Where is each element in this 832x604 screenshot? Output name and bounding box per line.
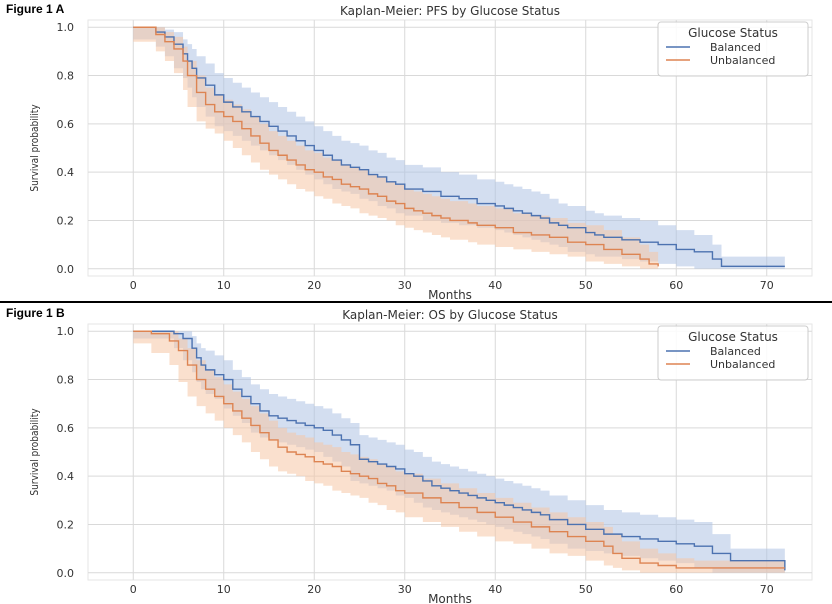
y-tick-label: 0.8 — [57, 374, 75, 387]
y-axis-label: Survival probability — [29, 104, 41, 191]
pfs-chart: Kaplan-Meier: PFS by Glucose Status 0 10 20… — [29, 4, 813, 300]
x-tick-label: 70 — [760, 279, 774, 292]
chart-title: Kaplan-Meier: PFS by Glucose Status — [340, 4, 560, 18]
y-tick-label: 0.6 — [57, 422, 75, 435]
x-tick-label: 20 — [307, 279, 321, 292]
y-tick-label: 0.8 — [57, 70, 75, 83]
x-axis-label: Months — [428, 592, 472, 604]
figure-1a-label: Figure 1 A — [6, 2, 65, 16]
x-tick-label: 0 — [130, 279, 137, 292]
legend-title: Glucose Status — [688, 330, 778, 344]
y-tick-label: 1.0 — [57, 325, 75, 338]
unbalanced-ci-band — [133, 27, 659, 269]
x-tick-label: 10 — [217, 279, 231, 292]
y-tick-label: 1.0 — [57, 21, 75, 34]
x-tick-label: 0 — [130, 583, 137, 596]
legend-entry-unbalanced: Unbalanced — [710, 358, 775, 371]
x-tick-label: 50 — [579, 583, 593, 596]
y-axis-label: Survival probability — [29, 408, 41, 495]
x-tick-label: 40 — [488, 279, 502, 292]
os-chart: Kaplan-Meier: OS by Glucose Status 0 10 20 3… — [29, 308, 813, 604]
unbalanced-survival-line — [133, 26, 659, 267]
y-tick-label: 0.0 — [57, 263, 75, 276]
y-tick-label: 0.4 — [57, 470, 75, 483]
x-tick-label: 30 — [398, 583, 412, 596]
legend-entry-balanced: Balanced — [710, 41, 761, 54]
x-tick-label: 60 — [669, 583, 683, 596]
chart-title: Kaplan-Meier: OS by Glucose Status — [342, 308, 558, 322]
x-tick-label: 20 — [307, 583, 321, 596]
y-tick-label: 0.4 — [57, 166, 75, 179]
balanced-survival-line — [133, 330, 786, 571]
balanced-ci-band — [133, 331, 785, 573]
x-tick-label: 70 — [760, 583, 774, 596]
y-tick-label: 0.6 — [57, 118, 75, 131]
legend-box — [657, 325, 809, 381]
legend-entry-unbalanced: Unbalanced — [710, 54, 775, 67]
figure-divider — [0, 301, 832, 303]
x-tick-label: 60 — [669, 279, 683, 292]
balanced-survival-line — [133, 26, 785, 268]
y-tick-label: 0.0 — [57, 567, 75, 580]
legend-entry-balanced: Balanced — [710, 345, 761, 358]
y-tick-label: 0.2 — [57, 518, 75, 531]
figure-1b-label: Figure 1 B — [6, 306, 65, 320]
x-tick-label: 10 — [217, 583, 231, 596]
x-tick-label: 50 — [579, 279, 593, 292]
unbalanced-survival-line — [133, 330, 785, 569]
legend-box — [657, 21, 809, 77]
x-tick-label: 40 — [488, 583, 502, 596]
legend-title: Glucose Status — [688, 26, 778, 40]
x-tick-label: 30 — [398, 279, 412, 292]
unbalanced-ci-band — [133, 331, 785, 573]
x-axis-label: Months — [428, 288, 472, 300]
y-tick-label: 0.2 — [57, 214, 75, 227]
